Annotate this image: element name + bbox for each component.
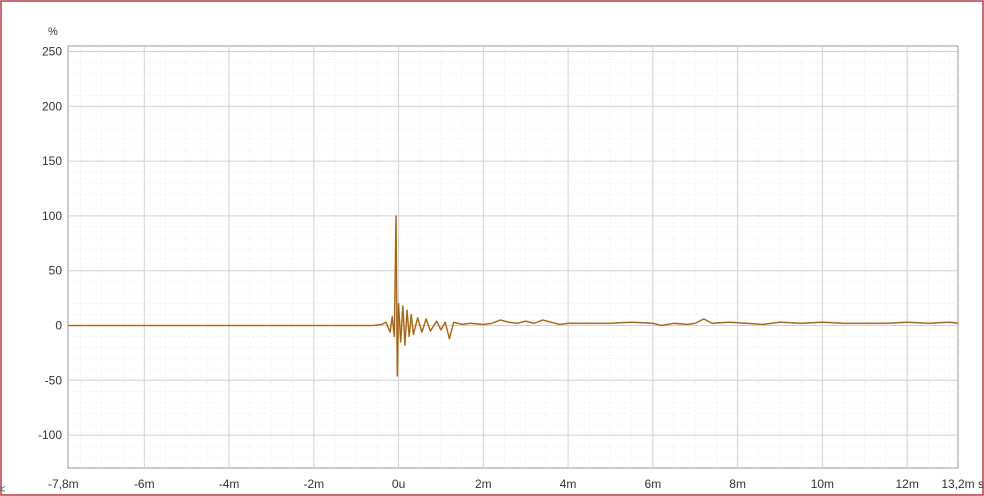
y-tick-label: -100 <box>38 428 62 442</box>
x-tick-label: -2m <box>303 477 324 491</box>
plot-background <box>67 45 959 469</box>
x-tick-label: 13,2m <box>941 477 974 491</box>
x-axis-unit-label: s <box>978 477 984 491</box>
series-group <box>68 215 959 377</box>
y-axis-labels: 250 200 150 100 50 0 -50 -100 <box>38 44 62 442</box>
y-tick-label: -50 <box>45 373 63 387</box>
x-tick-label: -6m <box>134 477 155 491</box>
x-tick-label: 2m <box>475 477 492 491</box>
x-tick-label: -4m <box>219 477 240 491</box>
x-tick-label: 10m <box>811 477 834 491</box>
x-axis-labels: -7,8m -6m -4m -2m 0u 2m 4m 6m 8m 10m 12m 13,2m s <box>48 477 984 491</box>
y-tick-label: 250 <box>42 44 62 58</box>
x-tick-label: 0u <box>392 477 405 491</box>
x-tick-label: 12m <box>895 477 918 491</box>
series-line-shadow <box>68 215 959 377</box>
y-tick-label: 50 <box>49 264 63 278</box>
x-tick-label: 4m <box>560 477 577 491</box>
y-tick-label: 0 <box>55 319 62 333</box>
y-axis-unit-label: % <box>48 26 58 38</box>
y-tick-label: 200 <box>42 99 62 113</box>
edge-caption: R <box>0 485 7 492</box>
y-tick-label: 150 <box>42 154 62 168</box>
grid <box>68 46 958 468</box>
x-tick-label: 6m <box>645 477 662 491</box>
x-tick-label: -7,8m <box>48 477 79 491</box>
x-tick-label: 8m <box>729 477 746 491</box>
y-tick-label: 100 <box>42 209 62 223</box>
plot-area <box>67 45 959 469</box>
